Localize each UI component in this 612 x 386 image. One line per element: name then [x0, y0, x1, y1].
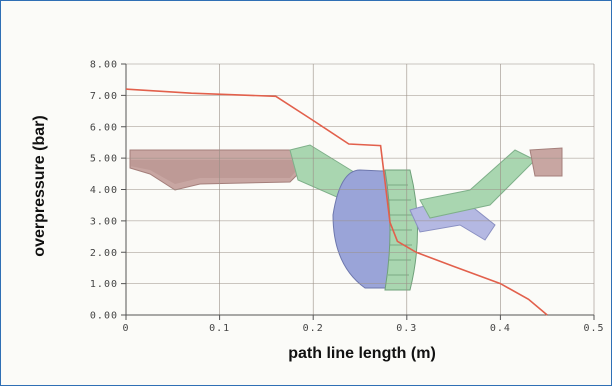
- y-tick-label: 3.00: [90, 216, 118, 227]
- y-axis-label: overpressure (bar): [31, 115, 48, 256]
- y-tick-label: 0.00: [90, 311, 118, 322]
- y-tick-label: 4.00: [90, 185, 118, 196]
- y-tick-label: 7.00: [90, 91, 118, 102]
- x-tick-label: 0.2: [303, 323, 324, 334]
- vessel-flange-hatching: [388, 184, 412, 276]
- overpressure-line: [125, 88, 548, 316]
- y-tick-label: 1.00: [90, 279, 118, 290]
- x-tick-label: 0.1: [209, 323, 230, 334]
- tick-labels: 0.00 1.00 2.00 3.00 4.00 5.00 6.00 7.00 8.00 0 0.1…: [90, 60, 604, 335]
- x-tick-label: 0: [122, 323, 129, 334]
- outlet-nozzle: [529, 147, 563, 177]
- outlet-pipe-upper: [419, 149, 536, 219]
- x-tick-label: 0.4: [490, 323, 511, 334]
- series: [125, 88, 548, 316]
- x-tick-label: 0.3: [396, 323, 417, 334]
- pipeline-model-illustration: [129, 144, 563, 291]
- y-tick-label: 8.00: [90, 60, 118, 71]
- x-axis-label: path line length (m): [288, 345, 436, 362]
- axes: [121, 63, 595, 320]
- x-tick-label: 0.5: [583, 323, 604, 334]
- y-tick-label: 2.00: [90, 248, 118, 259]
- inlet-pipe-shade: [130, 160, 300, 184]
- y-tick-label: 6.00: [90, 122, 118, 133]
- y-tick-label: 5.00: [90, 154, 118, 165]
